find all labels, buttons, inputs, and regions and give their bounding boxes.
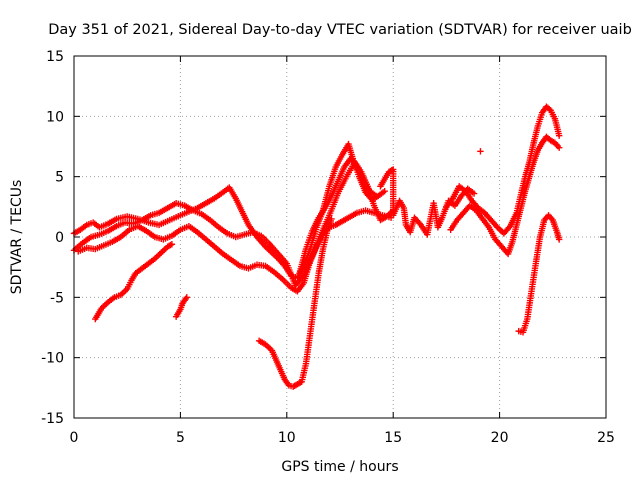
data-point: [168, 241, 176, 248]
x-tick-label: 10: [278, 430, 296, 446]
y-tick-label: -15: [41, 411, 64, 427]
data-point: [167, 241, 174, 249]
y-tick-label: 5: [55, 170, 64, 186]
data-point: [470, 190, 478, 197]
series-track-4: [92, 241, 176, 323]
series-track-7: [296, 155, 380, 277]
series-track-6: [255, 215, 335, 390]
x-tick-label: 0: [70, 430, 79, 446]
data-point: [328, 215, 335, 223]
x-tick-label: 20: [491, 430, 509, 446]
y-axis-label: SDTVAR / TECUs: [9, 180, 25, 295]
series-track-5: [172, 294, 190, 320]
data-point: [477, 148, 484, 155]
data-point: [555, 236, 563, 243]
y-tick-label: 10: [46, 109, 64, 125]
series-track-10: [447, 133, 563, 258]
chart-title: Day 351 of 2021, Sidereal Day-to-day VTE…: [48, 22, 632, 38]
y-tick-label: 15: [46, 49, 64, 65]
data-point: [183, 294, 190, 301]
x-tick-label: 15: [384, 430, 402, 446]
data-point: [546, 105, 553, 113]
data-series: [70, 103, 563, 390]
series-track-8: [377, 166, 478, 238]
y-tick-label: -10: [41, 351, 64, 367]
data-point: [381, 187, 388, 195]
series-track-2: [70, 158, 397, 289]
data-point: [372, 192, 380, 200]
x-tick-label: 25: [597, 430, 615, 446]
x-axis-label: GPS time / hours: [281, 459, 398, 475]
series-track-12: [515, 212, 563, 336]
data-point: [555, 132, 563, 139]
data-point: [555, 144, 563, 151]
ticks: 0 5 10 15 20 25 -15 -10 -5 0 5 10 15: [41, 49, 615, 446]
y-tick-label: 0: [55, 230, 64, 246]
x-tick-label: 5: [176, 430, 185, 446]
y-tick-label: -5: [50, 290, 64, 306]
series-track-11: [477, 148, 484, 155]
grid: [74, 56, 606, 418]
